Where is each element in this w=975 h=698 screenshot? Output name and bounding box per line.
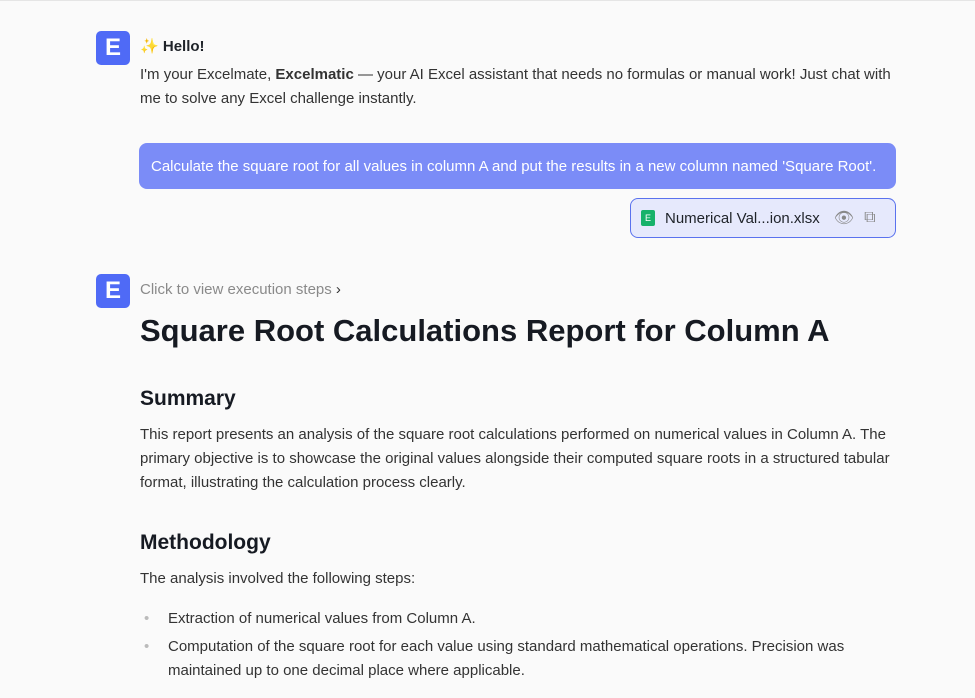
copy-icon[interactable]: ⧉ (864, 209, 876, 226)
list-item: Computation of the square root for each … (140, 635, 900, 683)
greeting-text: Hello! (162, 38, 205, 55)
methodology-heading: Methodology (140, 531, 271, 554)
user-message: Calculate the square root for all values… (139, 143, 896, 189)
summary-text: This report presents an analysis of the … (140, 426, 890, 491)
intro-post: — your AI Excel assistant that needs no … (140, 66, 891, 107)
attachment-chip[interactable]: E Numerical Val...ion.xlsx 👁 ⧉ (630, 198, 896, 238)
excel-file-icon: E (641, 210, 655, 226)
assistant-logo-2: E (96, 274, 130, 308)
sparkle-icon: ✨ (140, 38, 159, 55)
intro-pre: I'm your Excelmate, (140, 66, 276, 83)
methodology-intro: The analysis involved the following step… (140, 570, 416, 587)
summary-heading: Summary (140, 387, 236, 410)
report-title: Square Root Calculations Report for Colu… (140, 313, 830, 348)
steps-list: Extraction of numerical values from Colu… (140, 607, 900, 683)
list-item: Extraction of numerical values from Colu… (140, 607, 900, 631)
report: Square Root Calculations Report for Colu… (140, 313, 900, 687)
execution-steps-label: Click to view execution steps (140, 281, 332, 298)
eye-icon[interactable]: 👁 (833, 210, 855, 227)
execution-steps-link[interactable]: Click to view execution steps › (140, 281, 341, 298)
assistant-logo: E (96, 31, 130, 65)
attachment-name: Numerical Val...ion.xlsx (665, 209, 820, 227)
intro-message: I'm your Excelmate, Excelmatic — your AI… (140, 63, 910, 111)
chevron-right-icon: › (335, 281, 341, 298)
intro-bold: Excelmatic (275, 66, 354, 83)
greeting-title: ✨ Hello! (140, 37, 205, 55)
